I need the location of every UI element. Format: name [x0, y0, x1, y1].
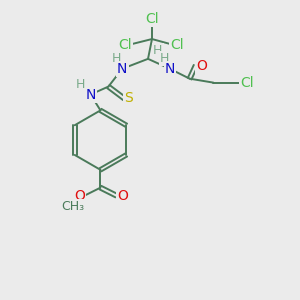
Text: O: O: [117, 189, 128, 202]
Text: Cl: Cl: [240, 76, 254, 90]
Text: H: H: [112, 52, 121, 65]
Text: H: H: [153, 44, 163, 57]
Text: Cl: Cl: [170, 38, 184, 52]
Text: O: O: [74, 189, 85, 202]
Text: Cl: Cl: [145, 12, 159, 26]
Text: N: N: [165, 62, 175, 76]
Text: H: H: [76, 78, 85, 91]
Text: S: S: [124, 92, 133, 106]
Text: Cl: Cl: [118, 38, 132, 52]
Text: N: N: [117, 62, 128, 76]
Text: O: O: [196, 59, 207, 73]
Text: H: H: [160, 52, 170, 65]
Text: N: N: [85, 88, 96, 101]
Text: CH₃: CH₃: [61, 200, 84, 213]
